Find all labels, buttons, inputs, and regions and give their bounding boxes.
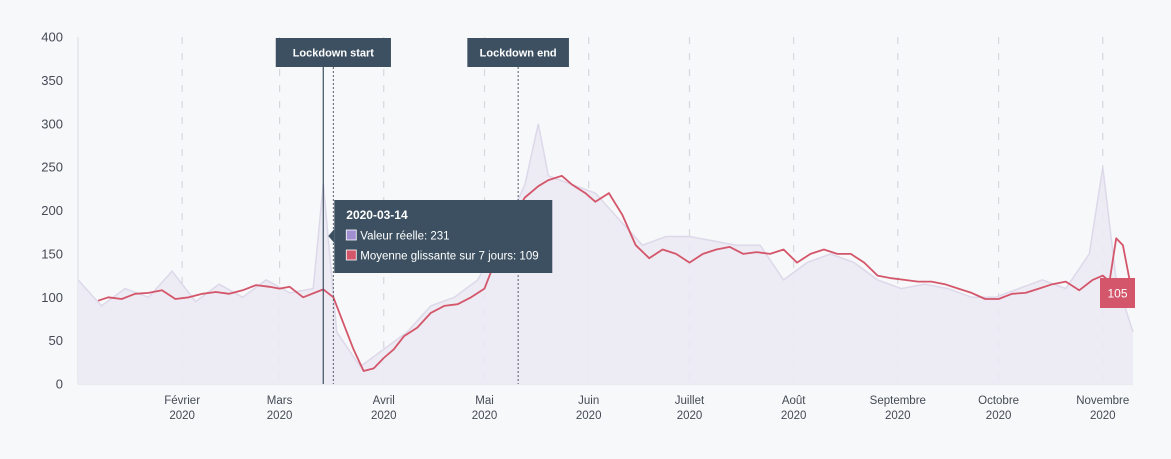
tooltip-title: 2020-03-14 xyxy=(346,208,408,222)
series-layer xyxy=(77,123,1134,385)
end-value-badge xyxy=(1100,278,1135,308)
x-tick-year: 2020 xyxy=(1090,410,1116,422)
tooltip-swatch xyxy=(345,249,357,261)
x-tick-month: Avril xyxy=(373,395,395,407)
x-axis: Février 2020 Mars 2020 Avril 2020 Mai 2020 Juin 2… xyxy=(164,395,1129,422)
annotation-label: Lockdown end xyxy=(480,48,557,60)
tooltip-box xyxy=(334,200,553,273)
x-tick-month: Mars xyxy=(267,395,293,407)
x-tick-year: 2020 xyxy=(267,410,293,422)
x-tick-year: 2020 xyxy=(371,410,397,422)
y-tick-label: 150 xyxy=(41,246,63,261)
x-tick-year: 2020 xyxy=(472,410,498,422)
y-tick-label: 300 xyxy=(41,116,63,131)
x-tick-year: 2020 xyxy=(576,410,602,422)
tooltip-pointer xyxy=(328,229,335,243)
annotation-box xyxy=(275,38,391,67)
tooltip: 2020-03-14 Valeur réelle: 231 Moyenne glis… xyxy=(328,200,553,273)
y-tick-label: 400 xyxy=(41,30,63,45)
series-line-valeur-reelle xyxy=(77,123,1134,368)
y-tick-label: 100 xyxy=(41,290,63,305)
x-tick-month: Novembre xyxy=(1076,395,1129,407)
end-label-layer: 105 xyxy=(1100,278,1135,308)
y-tick-label: 200 xyxy=(41,203,63,218)
x-tick-month: Mai xyxy=(475,395,494,407)
end-value-label: 105 xyxy=(1107,287,1127,301)
series-line-moyenne-glissante xyxy=(97,174,1131,372)
x-tick-year: 2020 xyxy=(169,410,195,422)
series-area-valeur-reelle xyxy=(78,123,1133,385)
x-tick-year: 2020 xyxy=(885,410,911,422)
tooltip-row: Moyenne glissante sur 7 jours: 109 xyxy=(360,251,538,263)
y-axis: 0 50 100 150 200 250 300 350 400 xyxy=(41,30,63,392)
annotation-box xyxy=(467,38,569,67)
x-tick-year: 2020 xyxy=(677,410,703,422)
x-tick-year: 2020 xyxy=(986,410,1012,422)
x-tick-month: Juillet xyxy=(675,395,705,407)
annotation-label: Lockdown start xyxy=(293,48,375,60)
y-tick-label: 250 xyxy=(41,160,63,175)
x-tick-year: 2020 xyxy=(781,410,807,422)
y-tick-label: 50 xyxy=(49,333,63,348)
x-tick-month: Octobre xyxy=(978,395,1019,407)
tooltip-row: Valeur réelle: 231 xyxy=(360,231,449,243)
tooltip-swatch xyxy=(345,229,357,241)
x-tick-month: Juin xyxy=(578,395,599,407)
annotation-layer: Lockdown start Lockdown end xyxy=(275,38,569,384)
x-tick-month: Août xyxy=(782,395,806,407)
y-tick-label: 0 xyxy=(56,377,63,392)
x-tick-month: Février xyxy=(164,395,200,407)
y-tick-label: 350 xyxy=(41,73,63,88)
x-tick-month: Septembre xyxy=(870,395,926,407)
